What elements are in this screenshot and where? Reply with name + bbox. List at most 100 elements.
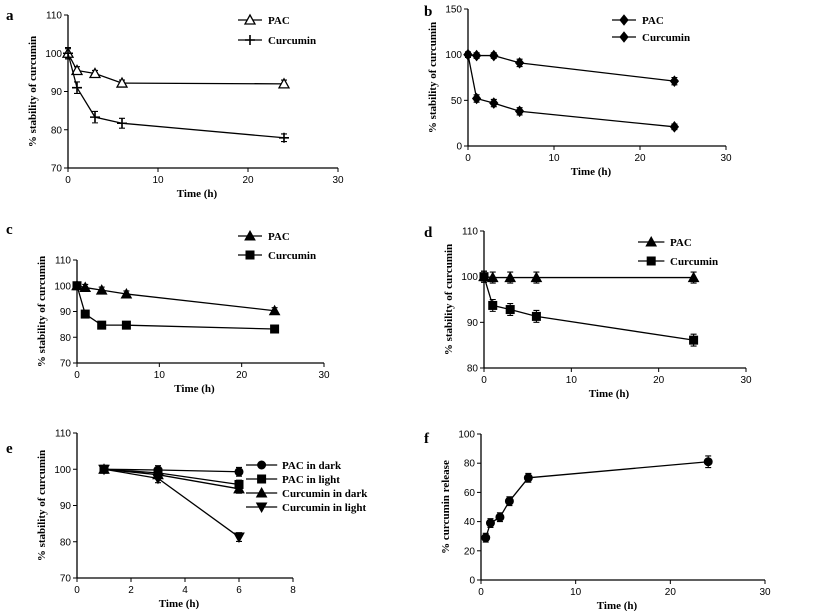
series-line <box>67 53 285 139</box>
y-tick-label: 80 <box>60 333 72 344</box>
x-tick-label: 0 <box>74 370 80 381</box>
x-tick-label: 4 <box>182 585 188 596</box>
y-tick-label: 70 <box>60 359 72 370</box>
data-point <box>90 112 100 123</box>
series-line <box>485 461 709 538</box>
series-1 <box>479 270 699 347</box>
data-point <box>495 512 505 522</box>
y-tick-label: 90 <box>467 318 479 329</box>
data-point <box>72 281 82 291</box>
y-tick-label: 80 <box>51 125 63 136</box>
legend-marker <box>646 256 656 266</box>
legend-label: Curcumin in light <box>282 502 366 514</box>
data-point <box>121 320 131 330</box>
y-tick-label: 100 <box>445 50 462 61</box>
data-point <box>514 105 525 118</box>
x-axis-title: Time (h) <box>597 600 638 611</box>
y-tick-label: 90 <box>60 307 72 318</box>
x-axis-title: Time (h) <box>571 166 612 178</box>
data-point <box>152 473 164 485</box>
legend-label: PAC <box>670 237 692 249</box>
y-axis-title: % stability of curcumin <box>443 244 455 355</box>
data-point <box>514 57 525 69</box>
x-tick-label: 6 <box>236 585 242 596</box>
x-tick-label: 20 <box>634 153 646 164</box>
chart-panel-f: f 0 10 20 30 0 20 40 60 80 100 Time (h) % curcumin r… <box>424 430 771 611</box>
data-point <box>489 49 499 62</box>
x-tick-label: 0 <box>478 587 484 598</box>
legend-label: Curcumin <box>642 32 690 44</box>
y-tick-label: 110 <box>55 429 71 440</box>
x-axis-title: Time (h) <box>177 188 218 200</box>
data-point <box>72 82 82 93</box>
y-axis-title: % stability of curcumin <box>427 22 439 133</box>
data-point <box>689 335 699 345</box>
y-tick-label: 40 <box>464 517 476 528</box>
chart-panel-e: e 0 2 4 6 8 70 80 90 100 110 Time (h) % stability of… <box>6 429 368 611</box>
x-tick-label: 30 <box>318 370 330 381</box>
data-point <box>488 300 498 310</box>
data-point <box>70 64 84 76</box>
x-tick-label: 10 <box>566 375 578 386</box>
chart-panel-b: b 0 10 20 30 0 50 100 150 Time (h) % stability of … <box>424 4 732 178</box>
x-axis-title: Time (h) <box>159 598 200 610</box>
y-tick-label: 0 <box>456 142 462 153</box>
legend-marker <box>244 229 256 241</box>
x-tick-label: 8 <box>290 585 296 596</box>
data-point <box>523 473 533 483</box>
y-tick-label: 100 <box>54 465 71 476</box>
x-tick-label: 20 <box>665 587 677 598</box>
series-1 <box>72 281 280 334</box>
data-point <box>485 518 495 528</box>
panel-letter: c <box>6 222 13 238</box>
series-line <box>76 285 275 312</box>
legend-label: PAC <box>268 15 290 27</box>
series-1 <box>463 48 680 133</box>
y-tick-label: 80 <box>60 537 72 548</box>
legend-marker <box>257 460 267 470</box>
data-point <box>234 467 244 477</box>
legend: PAC Curcumin <box>238 229 316 262</box>
data-point <box>703 457 713 467</box>
y-tick-label: 100 <box>45 49 62 60</box>
y-tick-label: 100 <box>54 281 71 292</box>
chart-panel-a: a 0 10 20 30 70 80 90 100 110 Time (h) % stability … <box>6 8 344 200</box>
y-tick-label: 90 <box>51 87 63 98</box>
data-point <box>80 309 90 319</box>
data-point <box>115 76 129 88</box>
legend-label: PAC <box>642 15 664 27</box>
y-tick-label: 60 <box>464 488 476 499</box>
panel-letter: e <box>6 441 13 457</box>
y-tick-label: 80 <box>467 364 479 375</box>
data-point <box>117 118 127 129</box>
x-tick-label: 0 <box>74 585 80 596</box>
y-tick-label: 70 <box>60 574 72 585</box>
legend-label: PAC in light <box>282 474 340 486</box>
legend-label: Curcumin <box>268 250 316 262</box>
data-point <box>471 92 482 105</box>
y-axis-title: % stability of curcumin <box>36 450 48 561</box>
y-tick-label: 110 <box>46 11 62 22</box>
panel-letter: d <box>424 225 433 241</box>
data-point <box>486 271 499 283</box>
data-point <box>530 271 543 283</box>
data-point <box>63 48 73 59</box>
y-axis-title: % stability of curcumin <box>36 256 48 367</box>
data-point <box>531 311 541 321</box>
data-point <box>279 132 289 143</box>
data-point <box>95 284 108 295</box>
series-0 <box>61 46 291 89</box>
x-tick-label: 2 <box>128 585 134 596</box>
series-0 <box>478 270 700 284</box>
legend-marker <box>255 502 268 514</box>
series-0 <box>463 48 680 87</box>
data-point <box>463 48 473 61</box>
y-tick-label: 80 <box>464 459 476 470</box>
legend-marker <box>619 14 629 26</box>
series-line <box>483 276 694 341</box>
legend-label: Curcumin <box>268 35 316 47</box>
y-tick-label: 110 <box>55 256 71 267</box>
data-point <box>97 320 107 330</box>
data-point <box>270 324 280 334</box>
